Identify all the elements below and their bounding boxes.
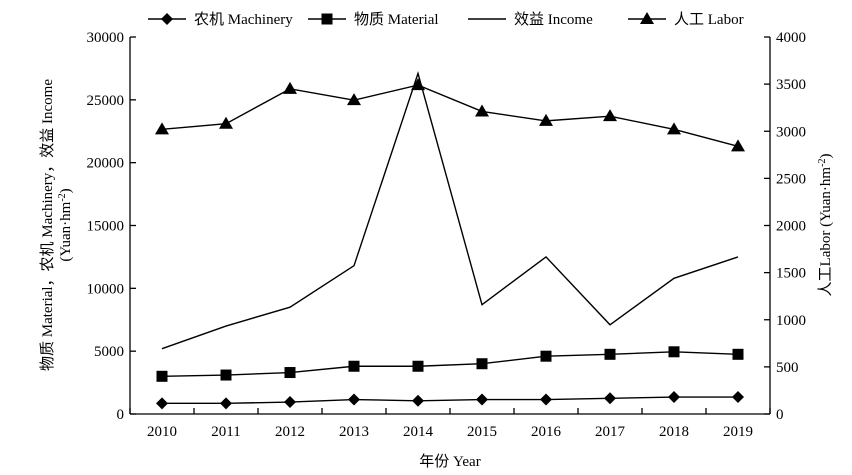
data-point-material [476,358,488,370]
axes: 0 5000 10000 15000 20000 25000 30000 0 500 1000 15… [87,30,807,440]
legend-marker-labor [640,12,654,24]
x-tick-label: 2018 [659,424,689,440]
left-axis-unit-text: (Yuan·hm [58,201,74,261]
left-tick-label: 30000 [87,30,125,46]
x-tick-label: 2019 [723,424,753,440]
left-axis-label: 物质 Material，农机 Machinery，效益 Income [39,79,56,371]
legend-label-income: 效益 Income [514,11,593,28]
data-point-machinery [348,393,360,406]
data-point-material [540,350,552,362]
right-tick-label: 3500 [776,77,806,93]
data-point-machinery [412,394,424,407]
data-point-machinery [604,392,616,405]
data-point-labor [667,122,681,135]
right-tick-label: 2500 [776,171,806,187]
right-axis-label-close: ) [818,154,834,159]
data-point-machinery [732,391,744,404]
x-tick-label: 2012 [275,424,305,440]
legend: 农机 Machinery 物质 Material 效益 Income 人工 Labor [148,11,744,28]
series-line-income [161,71,739,350]
legend-marker-machinery [161,13,173,25]
data-point-machinery [156,397,168,410]
data-point-material [668,346,680,358]
data-point-machinery [220,397,232,410]
left-tick-label: 10000 [87,281,125,297]
legend-marker-material [321,13,333,25]
left-axis-unit-close: ) [58,188,74,193]
data-point-material [348,360,360,372]
x-tick-label: 2017 [595,424,626,440]
x-tick-label: 2015 [467,424,497,440]
data-point-labor [603,109,617,122]
data-point-machinery [476,393,488,406]
right-tick-label: 500 [776,360,799,376]
plot-area [155,71,745,410]
data-point-material [732,348,744,360]
left-axis-unit: (Yuan·hm-2) [57,188,74,261]
left-tick-label: 5000 [94,344,124,360]
x-axis-label: 年份 Year [419,453,480,470]
data-point-machinery [284,396,296,409]
legend-label-labor: 人工 Labor [674,11,744,28]
data-point-labor [347,93,361,106]
right-tick-label: 3000 [776,124,806,140]
data-point-labor [539,113,553,126]
data-point-labor [411,78,425,91]
data-point-labor [475,104,489,117]
x-tick-label: 2010 [147,424,177,440]
right-tick-label: 1500 [776,266,806,282]
series-line-material [161,351,739,377]
right-axis-label-sup: -2 [817,159,828,167]
data-point-material [412,360,424,372]
data-point-machinery [668,391,680,404]
data-point-material [604,348,616,360]
x-tick-label: 2013 [339,424,369,440]
right-tick-label: 4000 [776,30,806,46]
x-tick-label: 2014 [403,424,434,440]
left-axis-unit-sup: -2 [57,193,68,201]
left-tick-label: 0 [117,407,125,423]
data-point-material [284,367,296,379]
data-point-labor [283,81,297,94]
right-tick-label: 2000 [776,219,806,235]
left-tick-label: 15000 [87,219,125,235]
data-point-machinery [540,393,552,406]
data-point-labor [155,122,169,135]
data-point-material [220,369,232,381]
x-tick-label: 2016 [531,424,562,440]
left-tick-label: 25000 [87,93,125,109]
right-axis-label-text: 人工Labor (Yuan·hm [817,167,834,297]
right-axis-label: 人工Labor (Yuan·hm-2) [817,154,834,297]
right-tick-label: 1000 [776,313,806,329]
series-line-labor [161,84,739,148]
series-line-machinery [162,396,738,405]
data-point-material [156,370,168,382]
right-tick-label: 0 [776,407,784,423]
left-tick-label: 20000 [87,156,125,172]
data-point-labor [731,139,745,152]
legend-label-machinery: 农机 Machinery [194,11,293,28]
data-point-labor [219,116,233,129]
x-tick-label: 2011 [211,424,240,440]
legend-label-material: 物质 Material [354,11,439,28]
